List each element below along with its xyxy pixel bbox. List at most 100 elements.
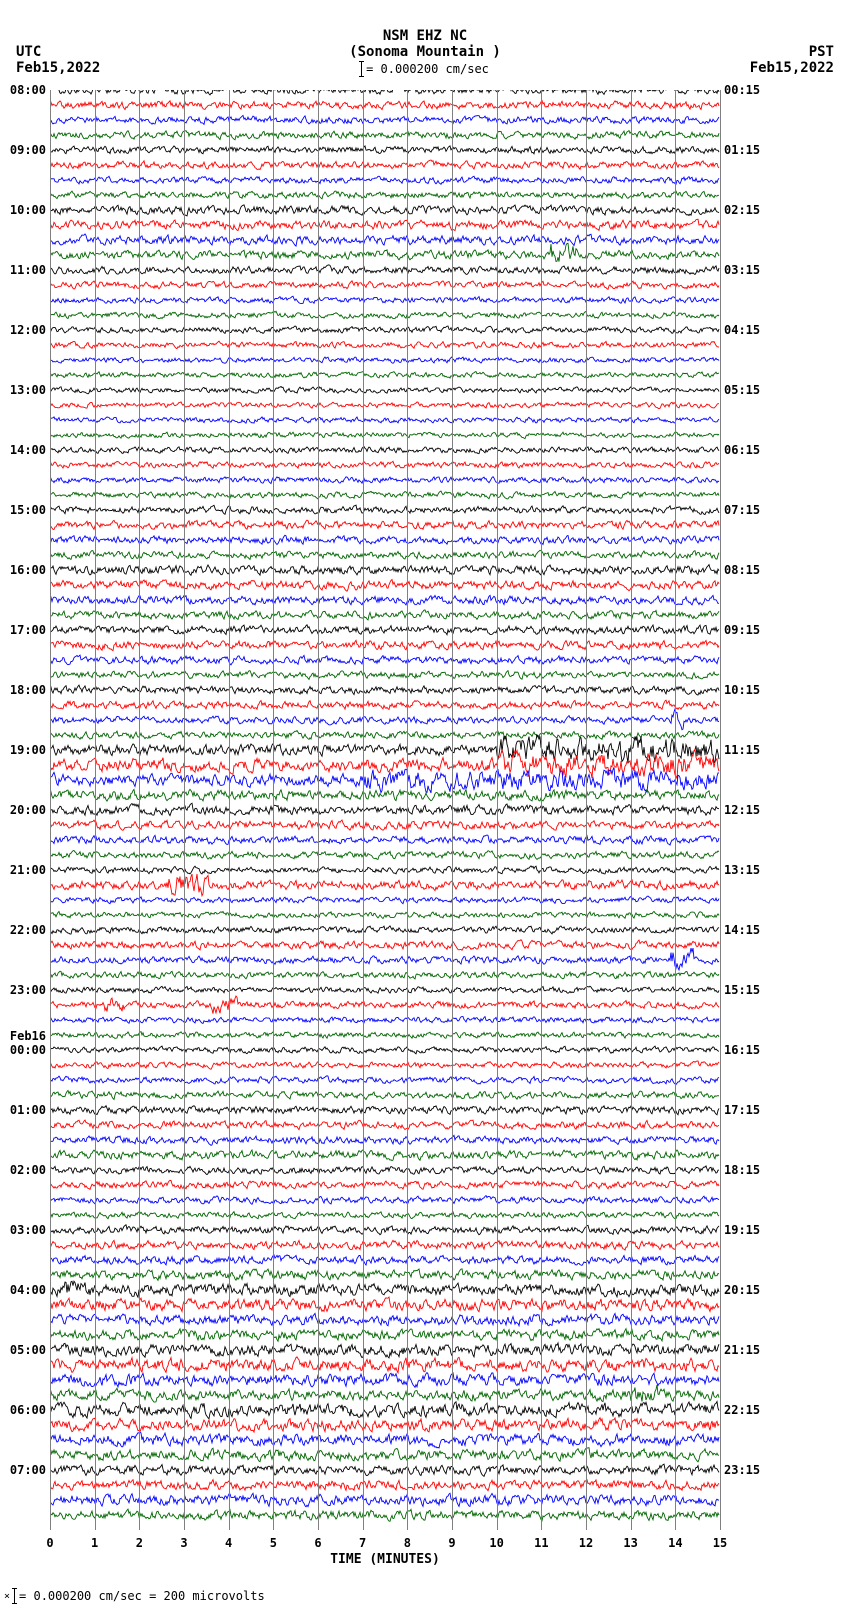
trace-line <box>50 1432 719 1448</box>
trace-line <box>50 520 719 529</box>
pst-hour-label: 16:15 <box>724 1043 760 1057</box>
trace-line <box>50 205 719 216</box>
trace-line <box>50 851 719 860</box>
utc-hour-label: 14:00 <box>10 443 46 457</box>
grid-line <box>318 90 319 1530</box>
x-tick: 4 <box>225 1536 232 1550</box>
trace-line <box>50 191 719 199</box>
x-tick: 5 <box>270 1536 277 1550</box>
utc-hour-label: 19:00 <box>10 743 46 757</box>
trace-line <box>50 146 719 154</box>
trace-line <box>50 357 719 363</box>
utc-hour-label: 12:00 <box>10 323 46 337</box>
grid-line <box>541 90 542 1530</box>
trace-line <box>50 1269 719 1281</box>
pst-hour-label: 06:15 <box>724 443 760 457</box>
utc-hour-label: 01:00 <box>10 1103 46 1117</box>
trace-line <box>50 90 719 95</box>
utc-hour-label: 15:00 <box>10 503 46 517</box>
pst-hour-label: 12:15 <box>724 803 760 817</box>
pst-hour-label: 10:15 <box>724 683 760 697</box>
trace-line <box>50 1166 719 1175</box>
left-time-axis: 08:0009:0010:0011:0012:0013:0014:0015:00… <box>0 90 50 1530</box>
pst-hour-label: 19:15 <box>724 1223 760 1237</box>
trace-line <box>50 1373 719 1388</box>
pst-hour-label: 01:15 <box>724 143 760 157</box>
trace-line <box>50 1480 719 1491</box>
grid-line <box>50 90 51 1530</box>
tz-left: UTC <box>16 44 41 60</box>
trace-line <box>50 874 719 896</box>
trace-line <box>50 131 719 140</box>
trace-line <box>50 101 719 110</box>
grid-line <box>631 90 632 1530</box>
pst-hour-label: 09:15 <box>724 623 760 637</box>
trace-line <box>50 1402 719 1419</box>
pst-hour-label: 07:15 <box>724 503 760 517</box>
utc-hour-label: 16:00 <box>10 563 46 577</box>
trace-line <box>50 655 719 665</box>
trace-line <box>50 685 719 695</box>
trace-line <box>50 565 719 576</box>
trace-line <box>50 477 719 484</box>
utc-hour-label: 02:00 <box>10 1163 46 1177</box>
pst-hour-label: 17:15 <box>724 1103 760 1117</box>
pst-hour-label: 18:15 <box>724 1163 760 1177</box>
pst-hour-label: 05:15 <box>724 383 760 397</box>
trace-line <box>50 1385 719 1402</box>
trace-line <box>50 1313 719 1325</box>
pst-hour-label: 23:15 <box>724 1463 760 1477</box>
trace-line <box>50 341 719 348</box>
trace-line <box>50 1281 719 1297</box>
x-tick: 9 <box>448 1536 455 1550</box>
trace-line <box>50 234 719 246</box>
trace-line <box>50 625 719 635</box>
trace-line <box>50 461 719 468</box>
pst-hour-label: 08:15 <box>724 563 760 577</box>
trace-line <box>50 1448 719 1462</box>
trace-line <box>50 402 719 409</box>
grid-line <box>184 90 185 1530</box>
trace-line <box>50 971 719 979</box>
trace-line <box>50 243 719 261</box>
footer-text: = 0.000200 cm/sec = 200 microvolts <box>19 1589 265 1603</box>
utc-hour-label: 18:00 <box>10 683 46 697</box>
utc-hour-label: 17:00 <box>10 623 46 637</box>
pst-hour-label: 02:15 <box>724 203 760 217</box>
trace-line <box>50 1329 719 1342</box>
trace-line <box>50 1464 719 1476</box>
pst-hour-label: 03:15 <box>724 263 760 277</box>
trace-line <box>50 417 719 423</box>
trace-line <box>50 550 719 559</box>
trace-line <box>50 926 719 934</box>
grid-line <box>586 90 587 1530</box>
trace-line <box>50 1196 719 1205</box>
trace-line <box>50 671 719 680</box>
x-tick: 1 <box>91 1536 98 1550</box>
trace-line <box>50 505 719 514</box>
trace-line <box>50 986 719 993</box>
utc-hour-label: 21:00 <box>10 863 46 877</box>
trace-line <box>50 265 719 275</box>
trace-line <box>50 372 719 379</box>
x-tick: 8 <box>404 1536 411 1550</box>
trace-line <box>50 1091 719 1100</box>
trace-line <box>50 1061 719 1069</box>
plot-area <box>50 90 720 1530</box>
trace-line <box>50 491 719 499</box>
utc-hour-label: 06:00 <box>10 1403 46 1417</box>
trace-line <box>50 1418 719 1432</box>
trace-line <box>50 1509 719 1521</box>
grid-line <box>497 90 498 1530</box>
trace-line <box>50 1180 719 1189</box>
trace-line <box>50 432 719 439</box>
trace-line <box>50 1493 719 1507</box>
utc-hour-label: 20:00 <box>10 803 46 817</box>
trace-line <box>50 1135 719 1145</box>
header: NSM EHZ NC (Sonoma Mountain ) = 0.000200… <box>0 28 850 76</box>
trace-line <box>50 387 719 394</box>
trace-line <box>50 1343 719 1358</box>
utc-hour-label: 04:00 <box>10 1283 46 1297</box>
pst-hour-label: 14:15 <box>724 923 760 937</box>
scale-text: = 0.000200 cm/sec <box>366 62 489 76</box>
